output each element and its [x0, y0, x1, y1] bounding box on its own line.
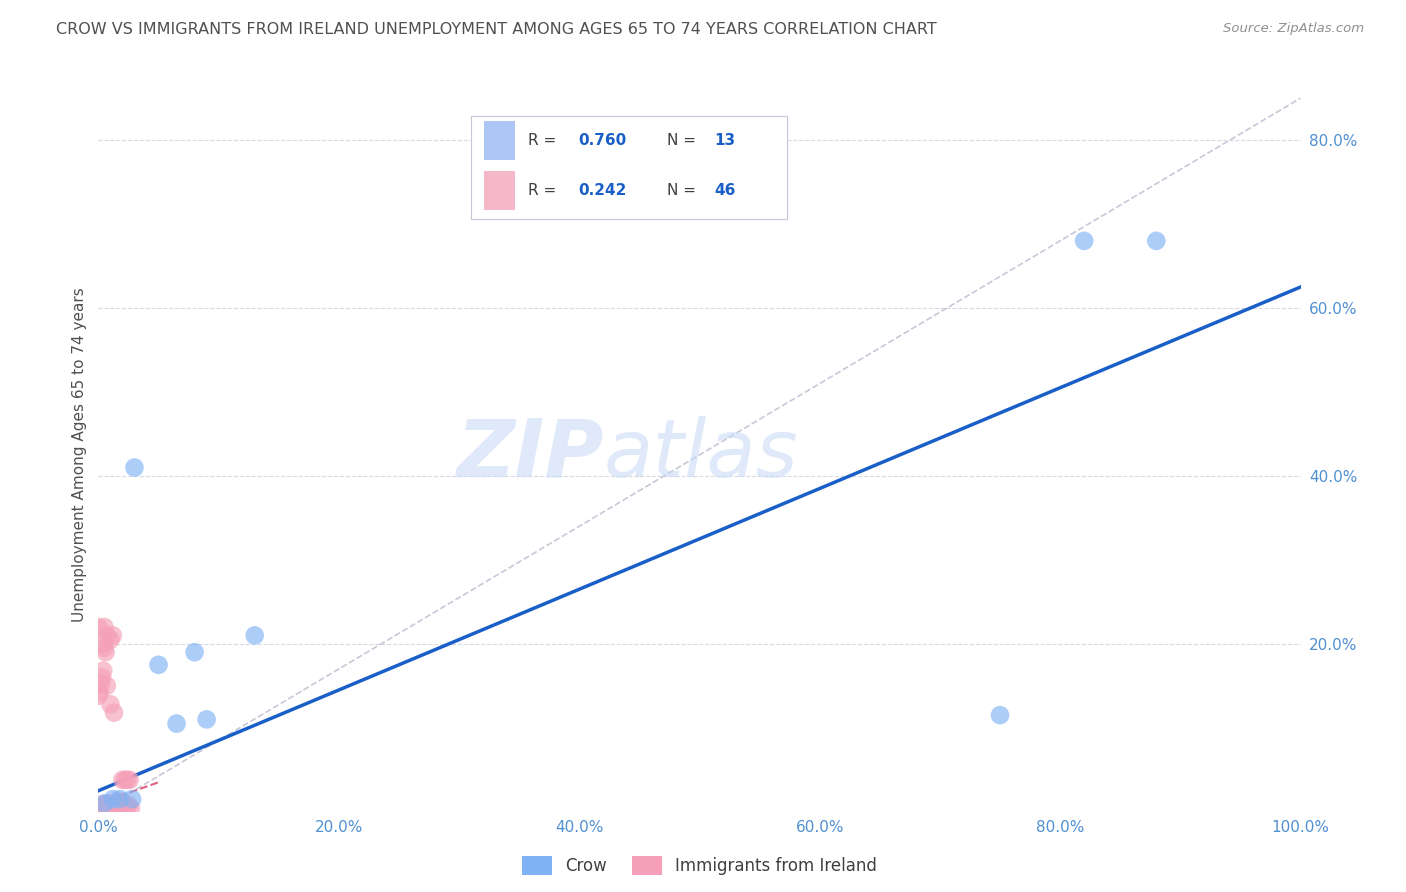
Text: R =: R =: [529, 184, 561, 198]
Point: [96, 679, 118, 693]
Point: [104, 801, 127, 815]
Point: [115, 800, 138, 814]
Text: R =: R =: [529, 133, 561, 148]
Point: [93, 620, 115, 634]
Point: [105, 795, 128, 809]
Point: [103, 799, 125, 814]
Text: 46: 46: [714, 184, 735, 198]
Point: [111, 795, 134, 809]
Point: [91, 637, 114, 651]
Point: [108, 792, 131, 806]
Point: [93, 640, 115, 655]
Point: [110, 799, 132, 814]
Point: [124, 460, 146, 475]
Point: [117, 799, 139, 814]
Bar: [484, 121, 516, 160]
Point: [118, 772, 141, 787]
Point: [108, 801, 131, 815]
Text: Source: ZipAtlas.com: Source: ZipAtlas.com: [1223, 22, 1364, 36]
Point: [148, 657, 170, 672]
Text: 13: 13: [714, 133, 735, 148]
Point: [100, 632, 122, 647]
Text: N =: N =: [668, 184, 702, 198]
Y-axis label: Unemployment Among Ages 65 to 74 years: Unemployment Among Ages 65 to 74 years: [72, 287, 87, 623]
Point: [108, 797, 131, 812]
Text: 0.242: 0.242: [579, 184, 627, 198]
Point: [97, 797, 120, 811]
Point: [96, 799, 118, 814]
Point: [100, 797, 122, 812]
Point: [93, 797, 115, 812]
Point: [114, 772, 136, 787]
Point: [91, 664, 114, 678]
Point: [94, 797, 117, 812]
Point: [91, 797, 114, 812]
Point: [101, 792, 124, 806]
Point: [90, 799, 112, 814]
Point: [988, 708, 1011, 723]
Point: [98, 798, 121, 813]
Point: [87, 689, 110, 703]
Text: CROW VS IMMIGRANTS FROM IRELAND UNEMPLOYMENT AMONG AGES 65 TO 74 YEARS CORRELATI: CROW VS IMMIGRANTS FROM IRELAND UNEMPLOY…: [56, 22, 936, 37]
Point: [100, 801, 122, 815]
Point: [243, 628, 266, 642]
Text: atlas: atlas: [603, 416, 799, 494]
Point: [111, 772, 134, 787]
Point: [183, 645, 205, 659]
Point: [195, 712, 218, 726]
Text: 0.760: 0.760: [579, 133, 627, 148]
Point: [166, 716, 188, 731]
Point: [1144, 234, 1167, 248]
Point: [91, 799, 114, 814]
Point: [117, 797, 139, 812]
Text: N =: N =: [668, 133, 702, 148]
Point: [103, 706, 125, 720]
Point: [87, 620, 110, 634]
Point: [90, 677, 112, 691]
Point: [121, 792, 143, 806]
Point: [87, 801, 110, 815]
Point: [1073, 234, 1095, 248]
Legend: Crow, Immigrants from Ireland: Crow, Immigrants from Ireland: [515, 849, 884, 882]
Point: [93, 797, 115, 811]
Point: [101, 628, 124, 642]
Point: [96, 628, 118, 642]
Point: [114, 798, 136, 813]
Point: [101, 797, 124, 812]
Point: [112, 799, 135, 814]
Bar: [484, 171, 516, 211]
Point: [100, 698, 122, 712]
Point: [91, 670, 114, 684]
Point: [94, 645, 117, 659]
Point: [107, 797, 129, 811]
Text: ZIP: ZIP: [456, 416, 603, 494]
Point: [89, 685, 111, 699]
Point: [120, 801, 142, 815]
Point: [117, 772, 139, 787]
